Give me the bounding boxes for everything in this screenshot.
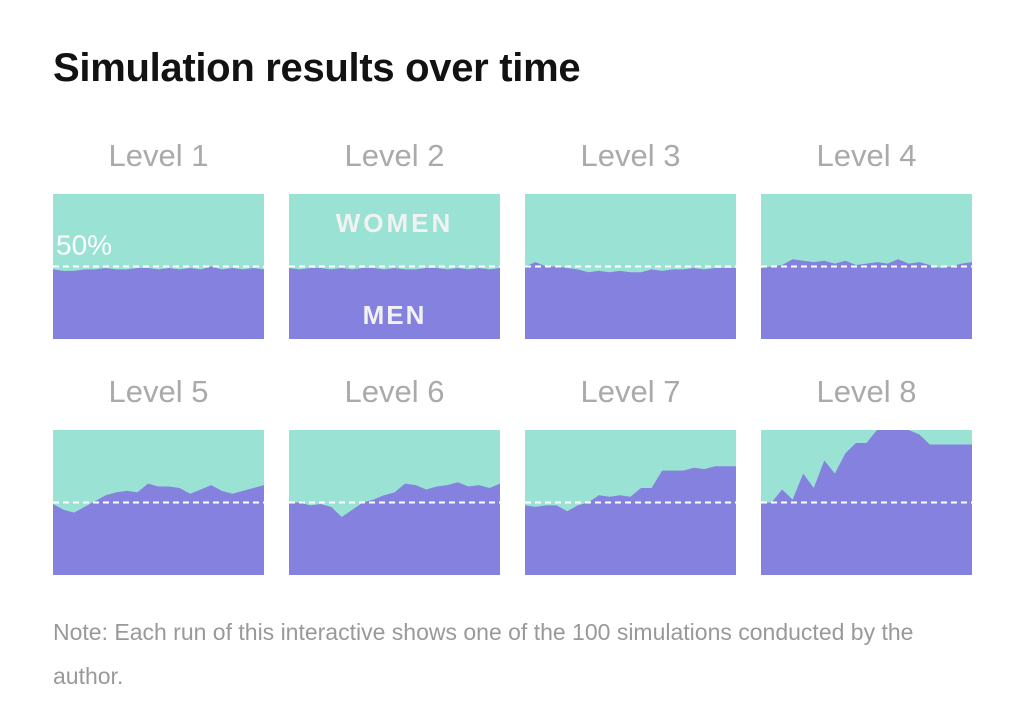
panel-label: Level 8 xyxy=(816,374,917,409)
men-area xyxy=(289,267,500,339)
men-area xyxy=(525,466,736,575)
area-chart xyxy=(525,194,736,339)
chart-panel: Level 5 xyxy=(53,372,264,575)
area-chart xyxy=(289,430,500,575)
chart-panel: Level 8 xyxy=(761,372,972,575)
men-area xyxy=(53,266,264,339)
men-area xyxy=(53,483,264,575)
chart-panel: Level 4 xyxy=(761,136,972,339)
chart-panel: Level 6 xyxy=(289,372,500,575)
panel-label: Level 1 xyxy=(108,138,209,173)
chart-panel: Level 3 xyxy=(525,136,736,339)
area-chart: WOMEN MEN xyxy=(289,194,500,339)
panel-label: Level 2 xyxy=(344,138,445,173)
reference-label: 50% xyxy=(56,230,112,261)
panel-label: Level 6 xyxy=(344,374,445,409)
panel-label: Level 7 xyxy=(580,374,681,409)
chart-title: Simulation results over time xyxy=(53,46,581,90)
area-chart xyxy=(761,430,972,575)
chart-note: Note: Each run of this interactive shows… xyxy=(53,619,914,689)
panel-label: Level 4 xyxy=(816,138,917,173)
men-area xyxy=(289,482,500,575)
men-area xyxy=(761,259,972,339)
area-chart xyxy=(525,430,736,575)
panel-label: Level 5 xyxy=(108,374,209,409)
men-label: MEN xyxy=(363,300,427,330)
area-chart xyxy=(761,194,972,339)
chart-panel: Level 2 WOMEN MEN xyxy=(289,136,500,339)
area-chart xyxy=(53,430,264,575)
men-area xyxy=(525,262,736,339)
chart-panel: Level 1 50% xyxy=(53,136,264,339)
area-chart: 50% xyxy=(53,194,264,339)
panel-label: Level 3 xyxy=(580,138,681,173)
women-label: WOMEN xyxy=(336,208,454,238)
chart-panel: Level 7 xyxy=(525,372,736,575)
